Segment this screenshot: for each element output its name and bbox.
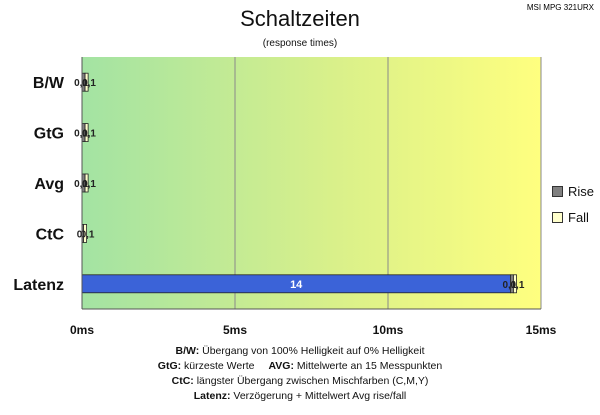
monitor-model: MSI MPG 321URX (526, 3, 594, 12)
chart-subtitle: (response times) (262, 38, 338, 49)
legend-item-rise: Rise (552, 178, 594, 204)
data-label-fall: 0,1 (82, 179, 96, 190)
footnote-ctc: CtC: längster Übergang zwischen Mischfar… (171, 375, 429, 387)
data-label-fall: 0,1 (81, 229, 95, 240)
footnotes: B/W: Übergang von 100% Helligkeit auf 0%… (0, 344, 600, 404)
data-label-rise: 0,1 (74, 179, 88, 190)
legend-swatch-rise (552, 185, 563, 197)
data-label-fall: 0,1 (82, 129, 96, 140)
x-tick-label: 5ms (223, 323, 247, 337)
x-tick-label: 10ms (373, 323, 404, 337)
legend-label-rise: Rise (568, 183, 595, 199)
bar-fall (83, 223, 87, 243)
x-tick-label: 0ms (70, 323, 94, 337)
bar-fall (84, 123, 89, 142)
category-label: B/W (33, 75, 65, 92)
legend: Rise Fall (552, 178, 594, 230)
category-label: CtC (36, 226, 65, 243)
footnote-gtg-avg: GtG: kürzeste Werte AVG: Mittelwerte an 1… (157, 360, 443, 372)
legend-swatch-fall (552, 211, 563, 223)
response-time-chart: 0,10,10,10,10,10,100,114 0,10,1 0ms 5ms 10m… (13, 57, 557, 337)
footnote-bw: B/W: Übergang von 100% Helligkeit auf 0%… (175, 345, 425, 357)
data-label-rise: 0 (77, 229, 83, 240)
data-label-latenz: 14 (290, 279, 303, 291)
plot-background (82, 57, 541, 309)
category-label: Latenz (13, 277, 64, 294)
footnote-latenz: Latenz: Verzögerung + Mittelwert Avg ris… (193, 390, 407, 402)
category-label: GtG (34, 126, 64, 143)
bar-fall (513, 274, 517, 294)
legend-item-fall: Fall (552, 204, 594, 230)
data-label-rise: 0,1 (74, 129, 88, 140)
bar-fall (84, 72, 89, 92)
data-label-rise: 0,1 (503, 280, 517, 291)
bar-fall (84, 173, 89, 193)
legend-label-fall: Fall (568, 209, 589, 225)
category-label: Avg (34, 176, 64, 193)
x-tick-label: 15ms (526, 323, 557, 337)
chart-title: Schaltzeiten (240, 6, 360, 31)
data-label-rise: 0,1 (74, 78, 88, 89)
data-label-fall: 0,1 (511, 280, 525, 291)
data-label-fall: 0,1 (82, 78, 96, 89)
